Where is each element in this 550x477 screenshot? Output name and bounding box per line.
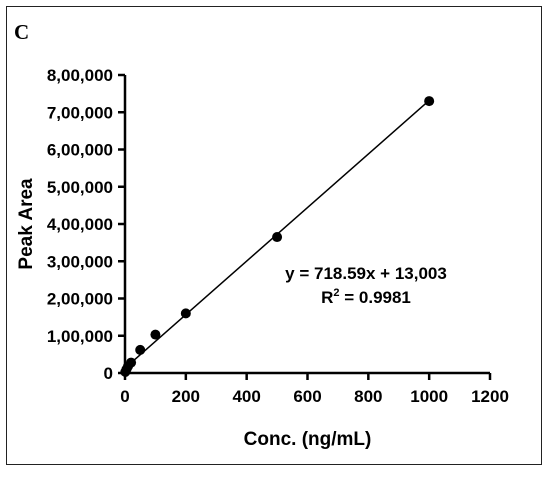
- y-tick-label: 0: [104, 364, 113, 383]
- x-ticks: 0 200 400 600 800 1000 1200: [120, 373, 509, 406]
- y-tick-label: 6,00,000: [47, 141, 113, 160]
- x-tick-label: 1200: [471, 387, 509, 406]
- r2-superscript: 2: [333, 287, 339, 299]
- data-point: [272, 232, 283, 243]
- x-tick-label: 400: [232, 387, 260, 406]
- r2-suffix: = 0.9981: [340, 288, 411, 307]
- data-point: [424, 96, 435, 107]
- x-tick-label: 200: [172, 387, 200, 406]
- data-point: [180, 308, 191, 319]
- y-tick-label: 2,00,000: [47, 290, 113, 309]
- data-point: [135, 344, 146, 355]
- y-tick-label: 7,00,000: [47, 103, 113, 122]
- y-tick-label: 3,00,000: [47, 252, 113, 271]
- x-tick-label: 1000: [410, 387, 448, 406]
- axes: [123, 75, 490, 375]
- panel-label: C: [14, 20, 30, 44]
- r-squared: R2 = 0.9981: [321, 287, 411, 307]
- x-tick-label: 0: [120, 387, 129, 406]
- data-point: [150, 329, 161, 340]
- y-tick-label: 1,00,000: [47, 327, 113, 346]
- data-points: [120, 96, 435, 377]
- data-point: [126, 357, 137, 368]
- y-tick-label: 8,00,000: [47, 66, 113, 85]
- x-axis-title: Conc. (ng/mL): [244, 429, 372, 450]
- x-tick-label: 600: [293, 387, 321, 406]
- y-tick-label: 4,00,000: [47, 215, 113, 234]
- x-tick-label: 800: [354, 387, 382, 406]
- y-ticks: 0 1,00,000 2,00,000 3,00,000 4,00,000 5,00,00…: [47, 66, 125, 383]
- y-axis-title: Peak Area: [16, 178, 37, 270]
- r2-prefix: R: [321, 288, 333, 307]
- regression-equation: y = 718.59x + 13,003: [285, 264, 447, 283]
- y-tick-label: 5,00,000: [47, 178, 113, 197]
